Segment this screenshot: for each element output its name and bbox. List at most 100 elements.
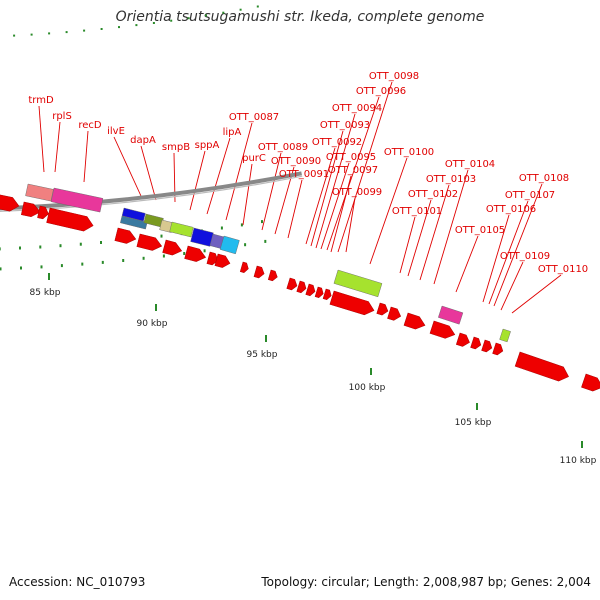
major-ticks (48, 273, 583, 448)
cds-arrow-shape (376, 302, 389, 316)
tick-dot (142, 256, 145, 260)
gene-label: OTT_0091 (279, 169, 329, 180)
cds-arrow-shape (114, 227, 137, 244)
leader-line (140, 145, 157, 201)
gene-label: OTT_0102 (408, 189, 458, 200)
major-tick (155, 304, 157, 311)
dapA-block (120, 215, 148, 230)
gene-label: OTT_0094 (332, 103, 382, 114)
leader-line (455, 235, 479, 293)
cds-arrow-shape (387, 306, 402, 321)
tick-dot (261, 220, 263, 224)
gene-label: recD (78, 120, 102, 131)
gene-label: OTT_0100 (384, 147, 434, 158)
cds-arrow-shape (581, 373, 600, 392)
tick-dot (152, 22, 155, 24)
rplS-block (50, 187, 104, 213)
cds-arrow (286, 277, 298, 291)
OTT_0098-block-shape (333, 269, 383, 298)
leader-line (482, 214, 510, 303)
cds-arrow (314, 286, 324, 298)
cds-arrow (514, 351, 569, 382)
cds-arrow-shape (329, 290, 375, 316)
gene-label: OTT_0101 (392, 206, 442, 217)
dapA-block-shape (120, 215, 148, 230)
leader-line (326, 96, 380, 251)
cds-arrow (253, 265, 265, 279)
cds-arrow-shape (305, 283, 316, 297)
cds-arrow (429, 320, 456, 339)
gene-label: sppA (195, 140, 220, 151)
gene-label: OTT_0103 (426, 174, 476, 185)
purC-block-shape (190, 227, 214, 247)
leader-line (399, 216, 416, 274)
kbp-label: 95 kbp (247, 350, 278, 360)
gene-label: OTT_0087 (229, 112, 279, 123)
tick-dot (222, 11, 225, 14)
gene-label: OTT_0098 (369, 71, 419, 82)
gene-label: ilvE (107, 126, 125, 137)
label-leader-lines (38, 81, 562, 314)
cds-arrow-shape (184, 245, 207, 262)
cds-arrow-shape (314, 286, 324, 298)
cds-arrow (305, 283, 316, 297)
tick-dot (162, 254, 165, 258)
tick-dot (101, 260, 104, 264)
cds-arrow-shape (206, 251, 219, 266)
tick-dot (81, 262, 84, 266)
genome-backbone (0, 171, 303, 212)
tick-dot (39, 245, 42, 249)
gene-label: OTT_0095 (326, 152, 376, 163)
leader-line (493, 183, 543, 307)
tick-dot (19, 246, 21, 250)
cds-arrow (239, 261, 249, 273)
gene-label: OTT_0096 (356, 86, 406, 97)
cds-arrow-shape (492, 342, 504, 356)
tick-dot (100, 28, 103, 30)
ilvE-block (121, 207, 146, 222)
cds-arrow-shape (21, 201, 41, 218)
gene-label: OTT_0108 (519, 173, 569, 184)
gene-label: OTT_0099 (332, 187, 382, 198)
tick-dot (135, 24, 138, 27)
tick-dot (187, 17, 190, 20)
cds-arrow (296, 280, 307, 294)
cds-arrow-shape (37, 205, 49, 220)
trmD-block (25, 183, 54, 202)
cds-arrow-shape (267, 269, 278, 282)
cds-arrow-shape (403, 312, 426, 330)
cds-arrow (46, 207, 94, 232)
leader-line (488, 200, 529, 305)
major-tick (581, 441, 583, 448)
tick-dot (59, 244, 62, 248)
leader-line (320, 162, 350, 250)
cds-arrow (21, 201, 41, 218)
tick-dot (205, 14, 207, 17)
gene-label: dapA (130, 135, 156, 146)
leader-line (54, 121, 61, 173)
tick-dot (83, 29, 86, 32)
major-tick (48, 273, 50, 280)
leader-line (500, 261, 524, 311)
tick-dot (0, 267, 2, 271)
backbone-line (0, 171, 302, 211)
cds-arrow-shape (429, 320, 456, 339)
cds-arrow (0, 193, 20, 212)
cds-arrow (114, 227, 137, 244)
OTT_0104-block (438, 305, 464, 325)
leader-line (407, 199, 432, 277)
leader-line (83, 130, 89, 183)
OTT_0098-block (333, 269, 383, 298)
tick-dot (100, 241, 102, 244)
cds-arrow-shape (286, 277, 298, 291)
gene-label: trmD (28, 95, 54, 106)
cds-arrow (470, 336, 482, 350)
leader-line (345, 197, 356, 253)
major-tick (265, 335, 267, 342)
major-tick (370, 368, 372, 375)
leader-line (113, 136, 142, 197)
cds-arrow (322, 288, 332, 300)
gene-label: OTT_0104 (445, 159, 495, 170)
gene-label: rplS (52, 111, 72, 122)
